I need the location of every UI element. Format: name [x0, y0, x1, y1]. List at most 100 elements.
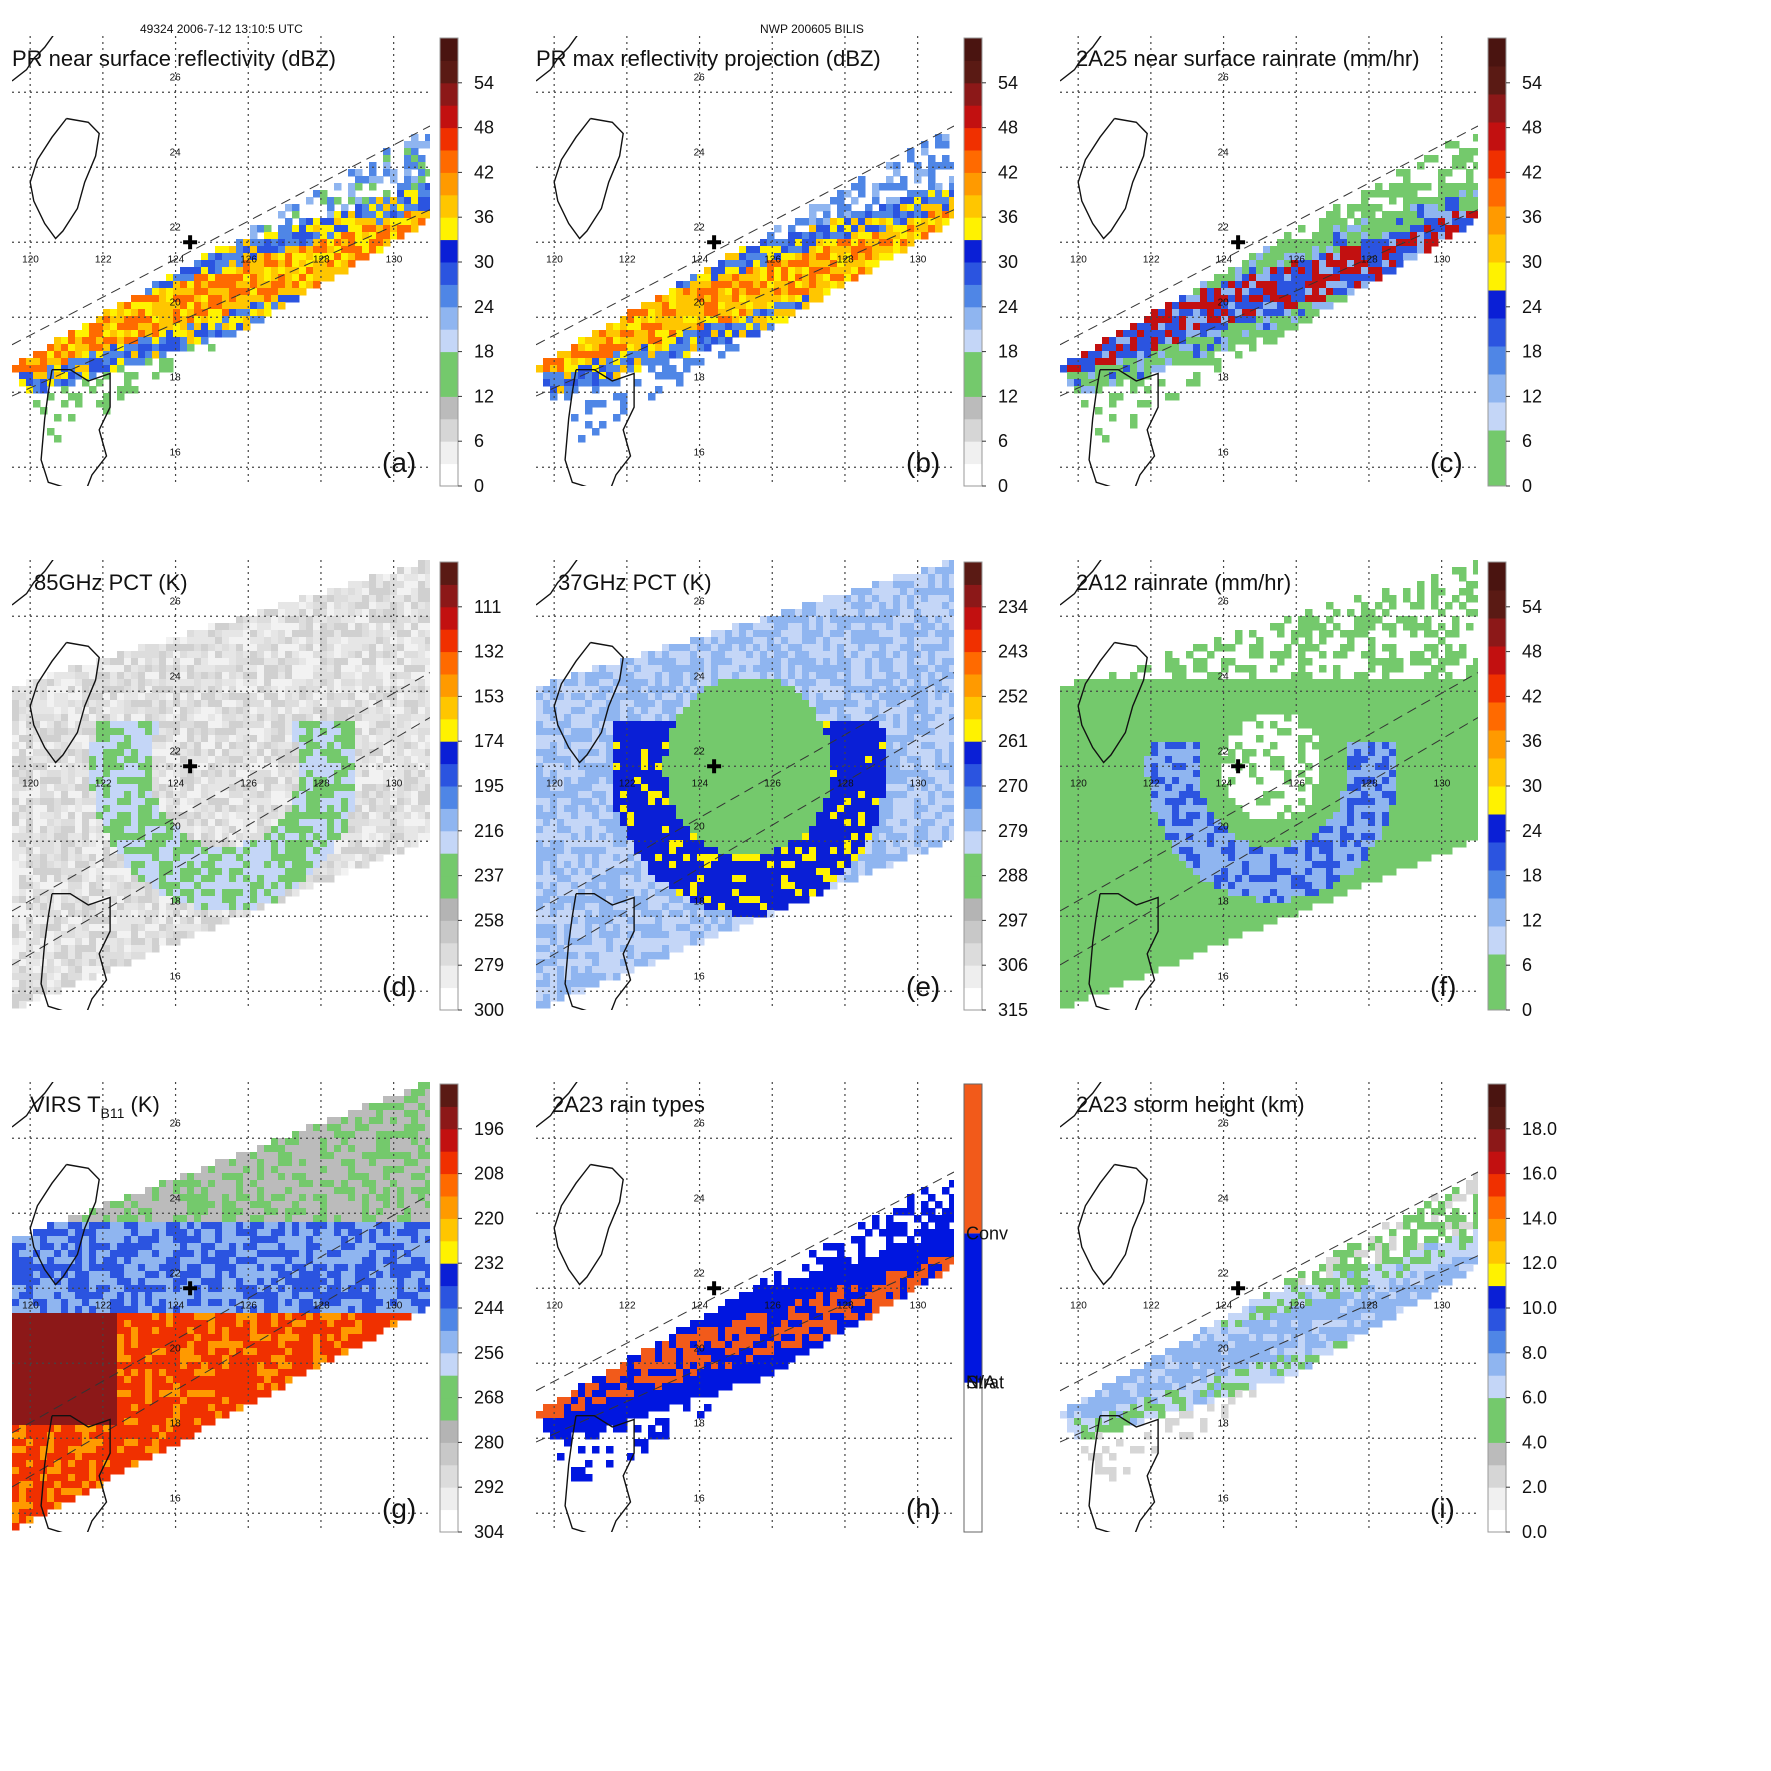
data-pixel: [110, 707, 118, 715]
data-pixel: [292, 777, 300, 785]
data-pixel: [1333, 288, 1341, 296]
data-pixel: [299, 840, 307, 848]
data-pixel: [390, 770, 398, 778]
data-pixel: [40, 686, 48, 694]
data-pixel: [823, 225, 831, 233]
data-pixel: [159, 791, 167, 799]
data-field: [536, 560, 954, 1009]
data-pixel: [75, 337, 83, 345]
data-pixel: [802, 218, 810, 226]
data-pixel: [152, 910, 160, 918]
data-pixel: [320, 595, 328, 603]
data-pixel: [194, 756, 202, 764]
data-pixel: [362, 735, 370, 743]
data-pixel: [816, 225, 824, 233]
data-pixel: [236, 323, 244, 331]
data-pixel: [201, 281, 209, 289]
data-pixel: [1319, 267, 1327, 275]
data-pixel: [82, 693, 90, 701]
data-pixel: [404, 567, 412, 575]
data-pixel: [788, 295, 796, 303]
data-pixel: [425, 721, 430, 729]
data-pixel: [96, 756, 104, 764]
data-pixel: [341, 707, 349, 715]
data-pixel: [306, 700, 314, 708]
data-pixel: [935, 211, 943, 219]
longitude-label: 126: [240, 778, 257, 789]
data-pixel: [208, 644, 216, 652]
data-pixel: [271, 232, 279, 240]
data-pixel: [313, 749, 321, 757]
data-pixel: [187, 833, 195, 841]
data-pixel: [900, 197, 908, 205]
data-pixel: [89, 966, 97, 974]
data-pixel: [61, 777, 69, 785]
data-pixel: [68, 777, 76, 785]
data-pixel: [879, 609, 887, 617]
data-pixel: [145, 700, 153, 708]
data-pixel: [173, 931, 181, 939]
data-pixel: [362, 714, 370, 722]
data-pixel: [1207, 330, 1215, 338]
data-pixel: [173, 735, 181, 743]
data-pixel: [47, 903, 55, 911]
data-pixel: [187, 651, 195, 659]
data-pixel: [1319, 218, 1327, 226]
data-pixel: [264, 854, 272, 862]
data-pixel: [257, 686, 265, 694]
data-pixel: [425, 707, 430, 715]
data-pixel: [543, 372, 551, 380]
data-pixel: [33, 945, 41, 953]
data-pixel: [285, 889, 293, 897]
data-pixel: [250, 232, 258, 240]
data-pixel: [278, 609, 286, 617]
data-pixel: [19, 358, 27, 366]
data-pixel: [1249, 344, 1257, 352]
data-pixel: [879, 253, 887, 261]
data-pixel: [376, 204, 384, 212]
data-pixel: [404, 595, 412, 603]
data-pixel: [215, 840, 223, 848]
data-pixel: [89, 882, 97, 890]
data-pixel: [40, 896, 48, 904]
data-pixel: [243, 889, 251, 897]
data-pixel: [1221, 274, 1229, 282]
data-pixel: [1424, 197, 1432, 205]
data-pixel: [306, 616, 314, 624]
data-pixel: [355, 728, 363, 736]
data-pixel: [152, 372, 160, 380]
data-pixel: [1389, 211, 1397, 219]
data-pixel: [767, 260, 775, 268]
data-pixel: [557, 386, 565, 394]
data-pixel: [348, 651, 356, 659]
data-pixel: [383, 644, 391, 652]
data-pixel: [1207, 288, 1215, 296]
data-pixel: [12, 833, 20, 841]
data-pixel: [236, 246, 244, 254]
data-pixel: [348, 211, 356, 219]
data-pixel: [844, 204, 852, 212]
data-pixel: [180, 721, 188, 729]
data-pixel: [236, 721, 244, 729]
data-pixel: [12, 980, 20, 988]
data-pixel: [229, 889, 237, 897]
data-pixel: [1389, 253, 1397, 261]
data-pixel: [12, 889, 20, 897]
data-pixel: [1424, 183, 1432, 191]
latitude-label: 26: [694, 72, 706, 83]
data-pixel: [865, 260, 873, 268]
data-pixel: [82, 372, 90, 380]
data-pixel: [739, 316, 747, 324]
data-pixel: [383, 714, 391, 722]
data-pixel: [935, 218, 943, 226]
data-pixel: [131, 372, 139, 380]
data-pixel: [19, 882, 27, 890]
data-pixel: [355, 721, 363, 729]
data-pixel: [187, 330, 195, 338]
data-pixel: [187, 707, 195, 715]
data-pixel: [376, 693, 384, 701]
data-pixel: [879, 239, 887, 247]
data-pixel: [215, 903, 223, 911]
data-pixel: [809, 295, 817, 303]
data-pixel: [1109, 365, 1117, 373]
